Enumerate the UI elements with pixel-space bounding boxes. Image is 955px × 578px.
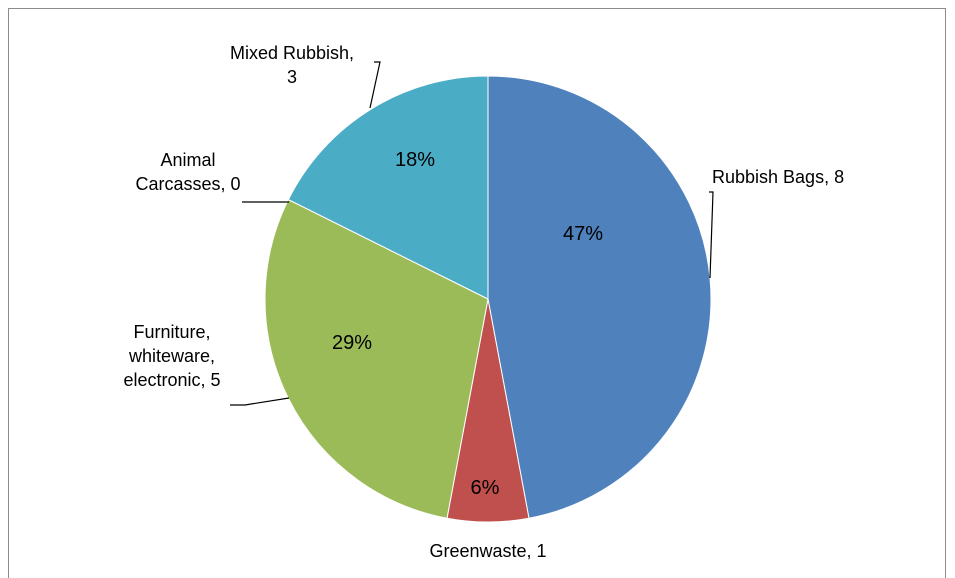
category-label-rubbish-bags: Rubbish Bags, 8 (712, 167, 844, 187)
leader-line-rubbish-bags (709, 191, 714, 279)
leader-line-furniture (230, 397, 290, 406)
percent-label-furniture: 29% (332, 332, 372, 354)
percent-label-rubbish-bags: 47% (563, 223, 603, 245)
pie-slice-mixed-rubbish (287, 75, 489, 300)
category-label-mixed-rubbish: Mixed Rubbish, 3 (230, 43, 354, 87)
pie-slice-rubbish-bags (487, 75, 712, 519)
category-label-animal-carcasses: Animal Carcasses, 0 (135, 150, 240, 194)
percent-label-mixed-rubbish: 18% (395, 149, 435, 171)
percent-label-greenwaste: 6% (471, 477, 500, 499)
leader-line-mixed-rubbish (369, 61, 381, 109)
category-label-furniture: Furniture, whiteware, electronic, 5 (123, 322, 220, 390)
category-label-greenwaste: Greenwaste, 1 (429, 541, 546, 561)
